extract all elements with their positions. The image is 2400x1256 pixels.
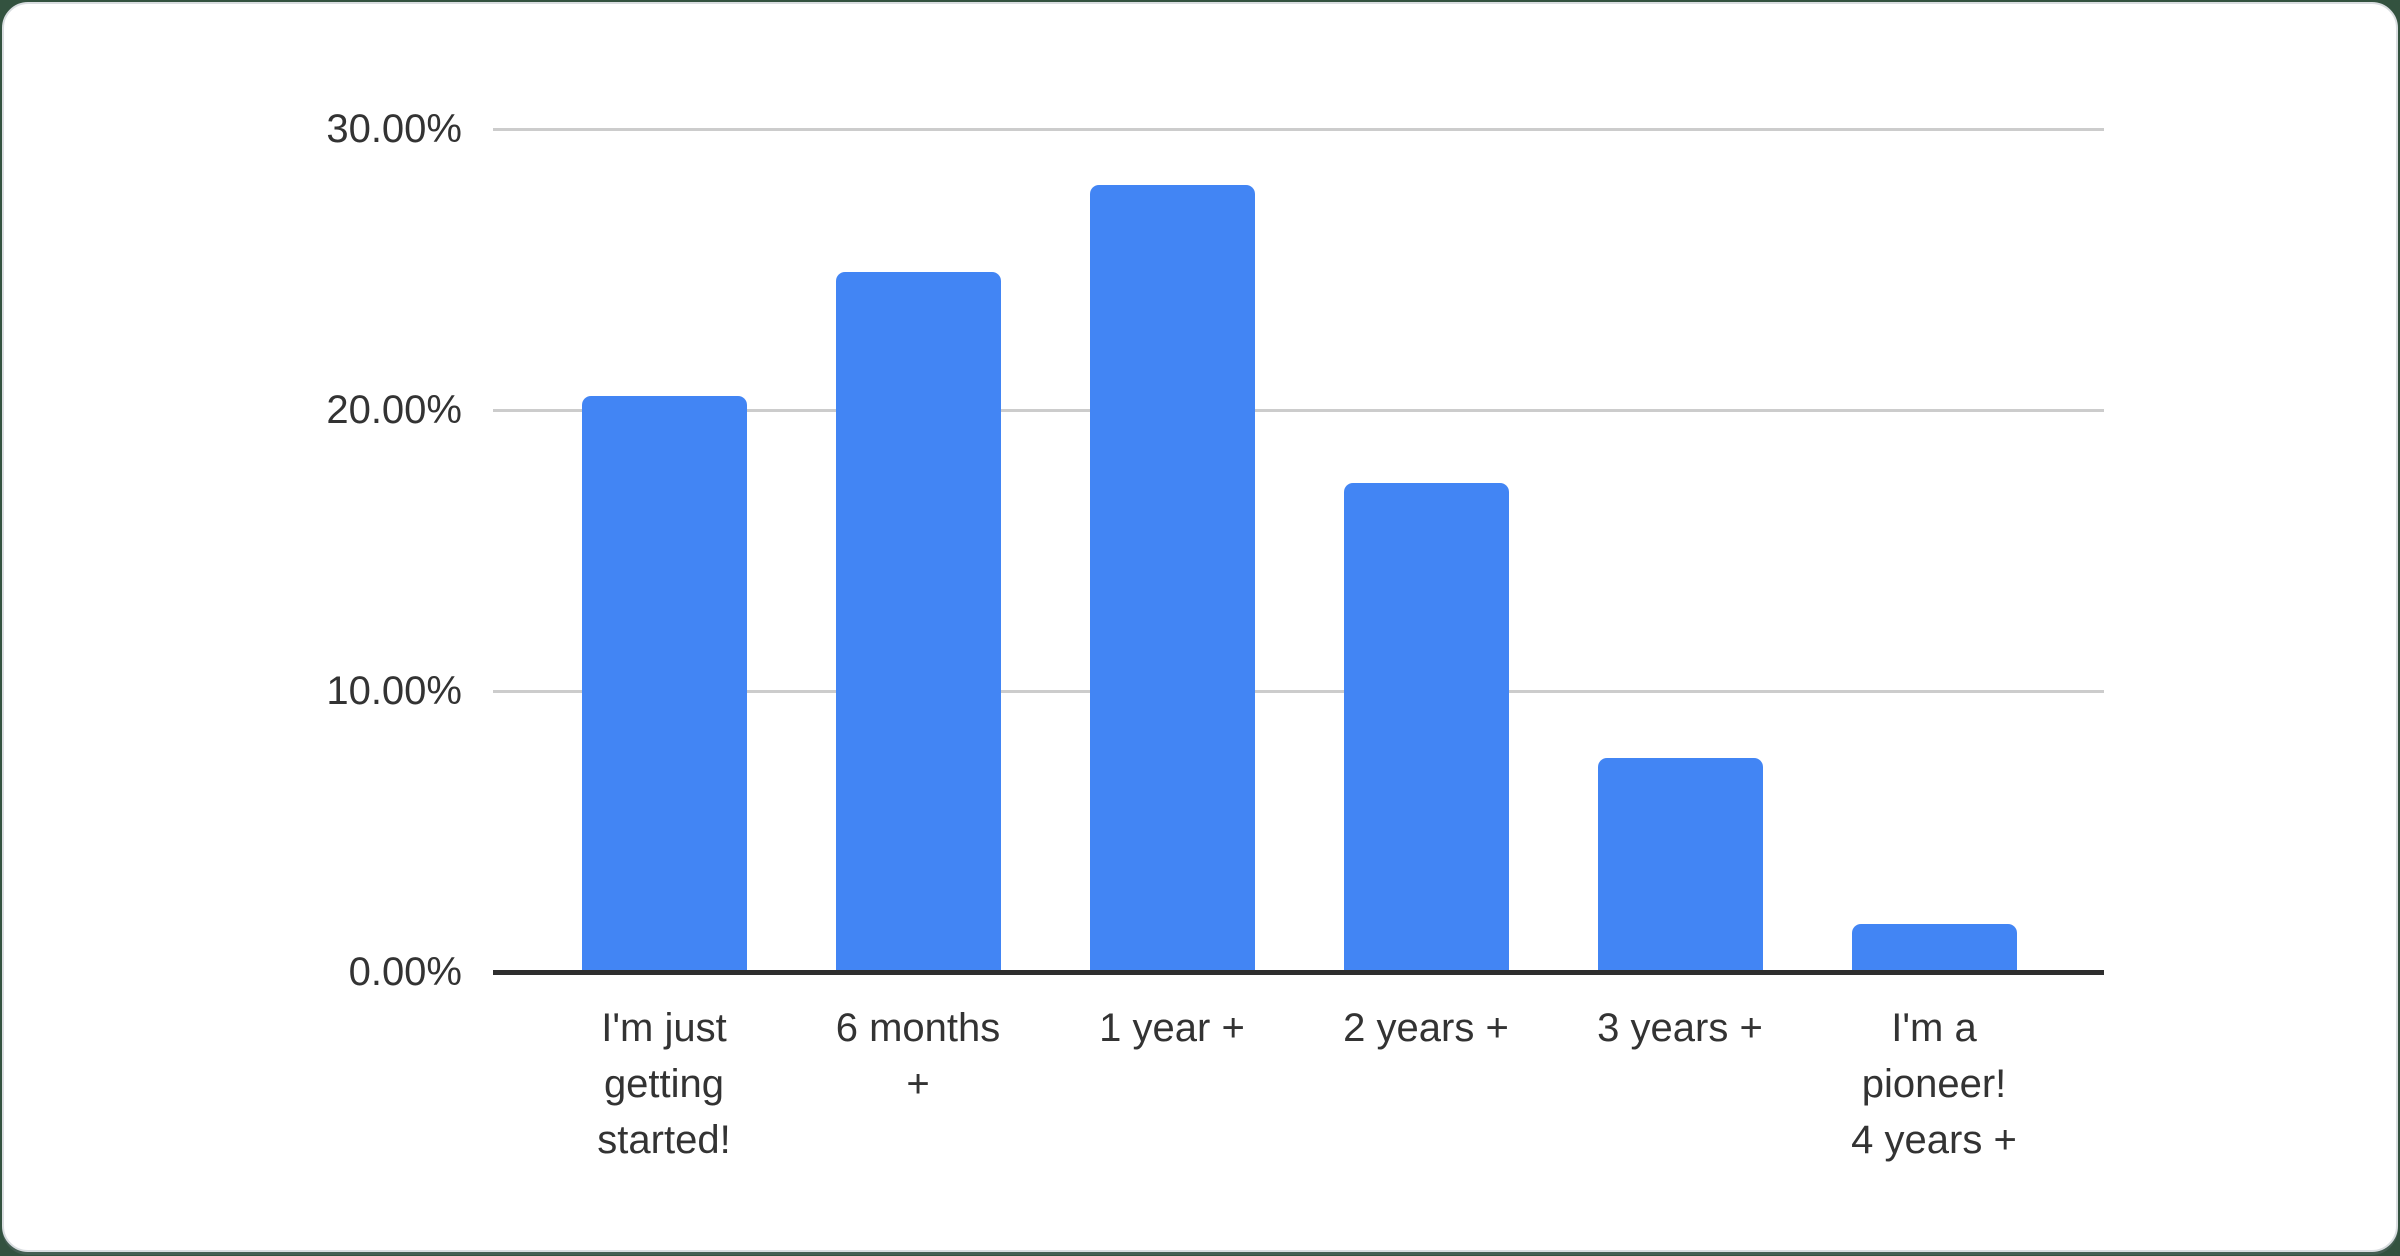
x-tick-label: 6 months + [835,1006,1001,1106]
y-tick-label: 10.00% [326,669,462,713]
gridline-10 [493,690,2104,693]
x-tick-label: 1 year + [1099,1006,1245,1050]
bar-chart: 0.00% 10.00% 20.00% 30.00% I'm just getting … [4,4,2396,1250]
x-tick-label: I'm just getting started! [597,1006,731,1162]
y-tick-label: 0.00% [348,950,462,994]
x-tick-label: I'm a pioneer! 4 years + [1851,1006,2017,1162]
gridline-30 [493,128,2104,131]
x-tick-label: 3 years + [1597,1006,1763,1050]
x-axis-line [493,970,2104,975]
gridline-20 [493,409,2104,412]
bar-6[interactable] [1852,924,2017,972]
y-tick-label: 30.00% [326,107,462,151]
x-tick-label: 2 years + [1343,1006,1509,1050]
bar-2[interactable] [836,272,1001,972]
bar-4[interactable] [1344,483,1509,972]
bar-3[interactable] [1090,185,1255,972]
bar-1[interactable] [582,396,747,972]
bar-5[interactable] [1598,758,1763,972]
y-tick-label: 20.00% [326,388,462,432]
